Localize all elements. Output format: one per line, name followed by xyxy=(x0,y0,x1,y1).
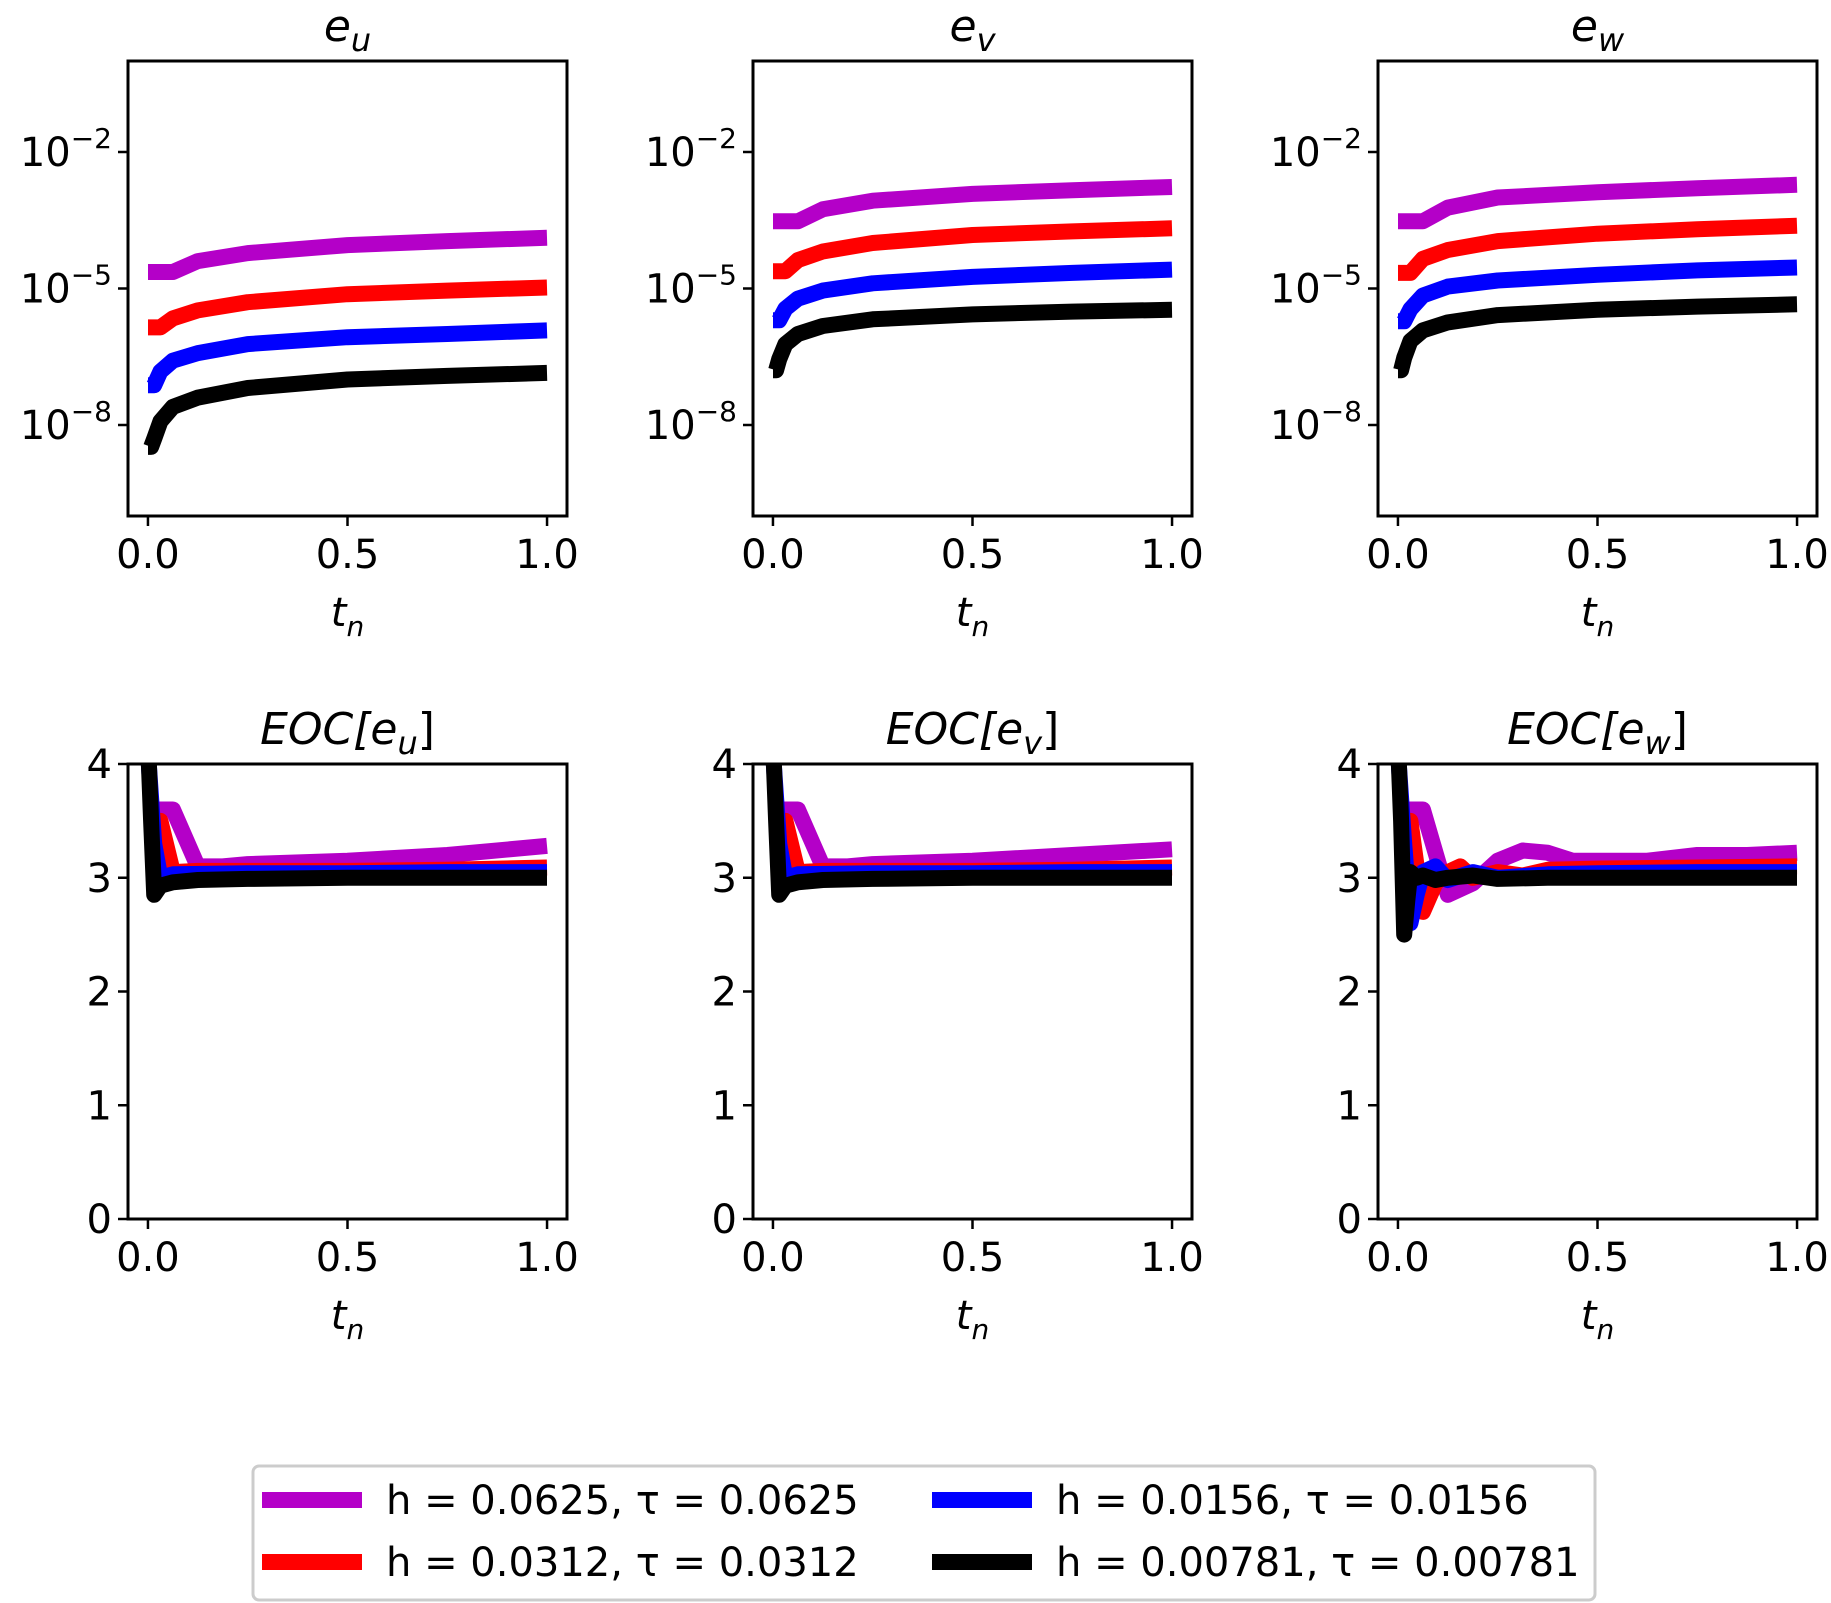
y-tick-label: 1 xyxy=(87,1083,112,1129)
series-line-s4 xyxy=(143,364,548,455)
y-tick-label: 10−2 xyxy=(645,122,737,176)
legend-frame xyxy=(251,1464,1597,1602)
series-group xyxy=(1390,764,1798,943)
x-tick-label: 1.0 xyxy=(1140,532,1204,578)
series-line-s4 xyxy=(768,301,1173,379)
y-tick-label: 2 xyxy=(712,970,737,1016)
series-line-s4 xyxy=(1390,764,1797,943)
series-line-s1 xyxy=(773,179,1173,230)
x-axis-label: tn xyxy=(331,590,364,643)
series-line-s1 xyxy=(1398,176,1798,230)
panel-title: ev xyxy=(949,1,996,59)
y-tick-label: 10−8 xyxy=(20,395,112,449)
series-group xyxy=(140,764,548,903)
y-tick-label: 10−8 xyxy=(645,395,737,449)
y-tick-label: 10−8 xyxy=(1270,395,1362,449)
series-line-s1 xyxy=(773,801,1173,875)
x-tick-label: 0.5 xyxy=(316,532,380,578)
legend: h = 0.0625, τ = 0.0625 h = 0.0312, τ = 0.… xyxy=(251,1464,1597,1602)
series-line-s4 xyxy=(1393,296,1798,379)
legend-item-s1: h = 0.0625, τ = 0.0625 xyxy=(262,1478,859,1524)
x-tick-label: 0.5 xyxy=(1566,532,1630,578)
x-tick-label: 0.0 xyxy=(741,1235,805,1281)
y-tick-label: 4 xyxy=(1337,742,1362,788)
axes-frame xyxy=(126,762,569,1221)
series-line-s1 xyxy=(148,801,548,875)
y-tick-label: 0 xyxy=(712,1197,737,1243)
x-tick-label: 0.0 xyxy=(116,1235,180,1281)
series-line-s2 xyxy=(773,220,1173,280)
x-tick-label: 1.0 xyxy=(515,1235,579,1281)
x-tick-label: 0.0 xyxy=(116,532,180,578)
x-tick-label: 0.5 xyxy=(316,1235,380,1281)
series-line-s4 xyxy=(765,764,1172,903)
panel-eoc_u: 0.0 0.5 1.0 0 1 2 3 4 EOC[eu] tn xyxy=(87,704,579,1346)
y-tick-label: 0 xyxy=(87,1197,112,1243)
y-tick-label: 4 xyxy=(87,742,112,788)
x-tick-label: 0.0 xyxy=(1366,1235,1430,1281)
panel-ev: 0.0 0.5 1.0 10−8 10−5 10−2 ev tn xyxy=(645,1,1204,643)
x-tick-label: 1.0 xyxy=(1765,1235,1829,1281)
panel-eoc_w: 0.0 0.5 1.0 0 1 2 3 4 EOC[ew] tn xyxy=(1337,704,1829,1346)
legend-label: h = 0.0625, τ = 0.0625 xyxy=(386,1478,859,1524)
x-tick-label: 1.0 xyxy=(1140,1235,1204,1281)
series-group xyxy=(765,764,1173,903)
panel-title: eu xyxy=(324,1,371,59)
series-line-s3 xyxy=(771,261,1173,329)
x-tick-label: 1.0 xyxy=(1765,532,1829,578)
legend-item-s3: h = 0.0156, τ = 0.0156 xyxy=(932,1478,1529,1524)
series-group xyxy=(1393,176,1798,379)
y-tick-label: 10−5 xyxy=(645,259,737,313)
panel-eoc_v: 0.0 0.5 1.0 0 1 2 3 4 EOC[ev] tn xyxy=(712,704,1204,1346)
y-tick-label: 3 xyxy=(712,856,737,902)
y-tick-label: 4 xyxy=(712,742,737,788)
y-tick-label: 1 xyxy=(1337,1083,1362,1129)
legend-label: h = 0.00781, τ = 0.00781 xyxy=(1056,1540,1580,1586)
y-tick-label: 0 xyxy=(1337,1197,1362,1243)
x-tick-label: 0.0 xyxy=(741,532,805,578)
y-tick-label: 10−5 xyxy=(20,259,112,313)
legend-item-s4: h = 0.00781, τ = 0.00781 xyxy=(932,1540,1580,1586)
series-group xyxy=(768,179,1173,379)
y-tick-label: 10−5 xyxy=(1270,259,1362,313)
series-line-s3 xyxy=(1396,259,1798,330)
panel-ew: 0.0 0.5 1.0 10−8 10−5 10−2 ew tn xyxy=(1270,1,1829,643)
x-tick-label: 1.0 xyxy=(515,532,579,578)
y-tick-label: 1 xyxy=(712,1083,737,1129)
panel-title: EOC[ew] xyxy=(1507,704,1688,762)
x-axis-label: tn xyxy=(1581,1293,1614,1346)
x-axis-label: tn xyxy=(956,590,989,643)
series-line-s4 xyxy=(140,764,547,903)
series-line-s1 xyxy=(1398,801,1798,903)
x-tick-label: 0.5 xyxy=(941,1235,1005,1281)
panel-title: EOC[ev] xyxy=(886,704,1060,762)
y-tick-label: 3 xyxy=(1337,856,1362,902)
x-axis-label: tn xyxy=(1581,590,1614,643)
axes-frame xyxy=(751,762,1194,1221)
x-tick-label: 0.0 xyxy=(1366,532,1430,578)
y-tick-label: 10−2 xyxy=(20,122,112,176)
x-axis-label: tn xyxy=(331,1293,364,1346)
x-tick-label: 0.5 xyxy=(1566,1235,1630,1281)
legend-item-s2: h = 0.0312, τ = 0.0312 xyxy=(262,1540,859,1586)
legend-label: h = 0.0312, τ = 0.0312 xyxy=(386,1540,859,1586)
panel-eu: 0.0 0.5 1.0 10−8 10−5 10−2 eu tn xyxy=(20,1,579,643)
y-tick-label: 2 xyxy=(1337,970,1362,1016)
series-line-s3 xyxy=(146,322,548,394)
y-tick-label: 3 xyxy=(87,856,112,902)
x-tick-label: 0.5 xyxy=(941,532,1005,578)
series-line-s2 xyxy=(148,279,548,336)
series-group xyxy=(143,229,548,455)
series-line-s1 xyxy=(148,229,548,280)
panel-title: ew xyxy=(1571,1,1625,59)
y-tick-label: 2 xyxy=(87,970,112,1016)
series-line-s2 xyxy=(1398,217,1798,281)
x-axis-label: tn xyxy=(956,1293,989,1346)
axes-frame xyxy=(1376,762,1819,1221)
y-tick-label: 10−2 xyxy=(1270,122,1362,176)
legend-label: h = 0.0156, τ = 0.0156 xyxy=(1056,1478,1529,1524)
panel-title: EOC[eu] xyxy=(260,704,435,762)
